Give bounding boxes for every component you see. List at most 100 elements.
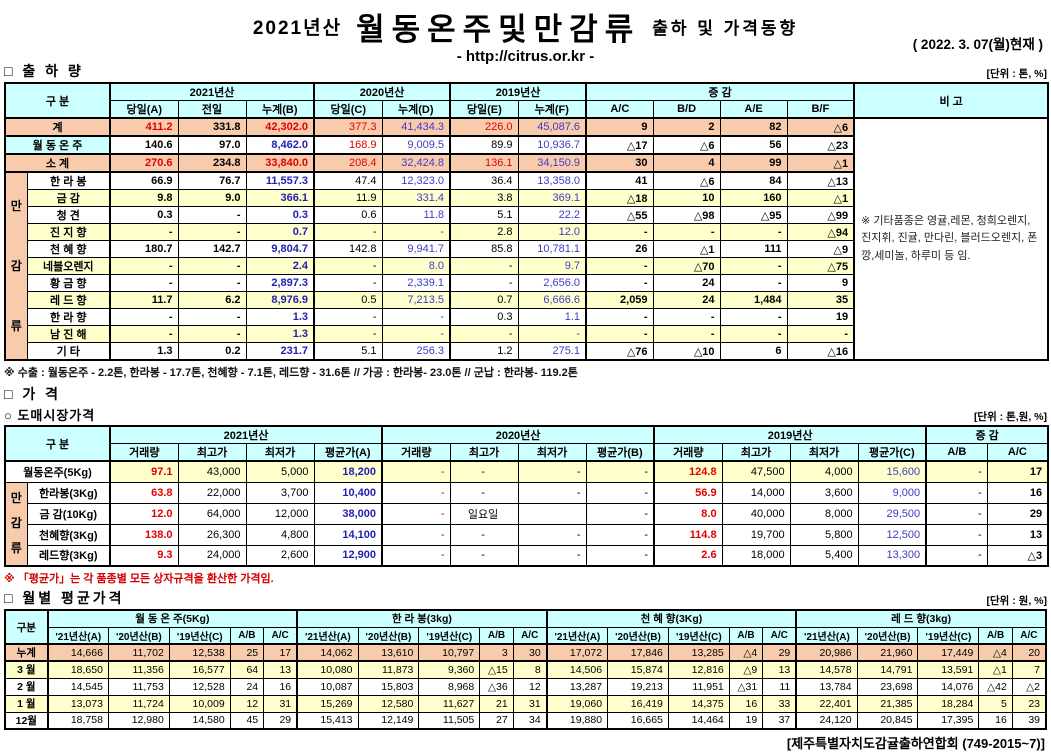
- cell: 66.9: [109, 171, 179, 190]
- cell: 29: [263, 711, 298, 730]
- cell: 26,300: [177, 523, 247, 546]
- cell: △2: [1011, 677, 1047, 696]
- row-label: 2 월: [4, 677, 49, 696]
- table-row: 월 동 온 주 140.6 97.0 8,462.0 168.9 9,009.5 89.9 1…: [4, 135, 1048, 155]
- cell: 168.9: [313, 135, 383, 155]
- group-header: 월 동 온 주(5Kg): [46, 609, 298, 628]
- cell: 24,120: [795, 711, 858, 730]
- cell: 12,323.0: [381, 171, 451, 190]
- table-row: 3 월 18,650 11,356 16,577 64 13 10,080 11,873 9,3…: [4, 660, 1047, 679]
- cell: 41,434.3: [381, 117, 451, 137]
- cell: -: [786, 325, 855, 343]
- monthly-unit-label: [단위 : 원, %]: [986, 595, 1047, 607]
- cell: △99: [786, 206, 855, 224]
- cell: 10,009: [168, 694, 231, 713]
- header-row: 구분 월 동 온 주(5Kg) 한 라 봉(3kg) 천 혜 향(3Kg) 레 드 향(…: [4, 609, 1047, 645]
- cell: -: [449, 523, 519, 546]
- cell: 35: [786, 291, 855, 309]
- cell: -: [517, 481, 587, 504]
- monthly-table: 구분 월 동 온 주(5Kg) 한 라 봉(3kg) 천 혜 향(3Kg) 레 드 향(…: [4, 609, 1047, 730]
- cell: 9: [786, 274, 855, 292]
- cell: 1.1: [517, 308, 587, 326]
- cell: 140.6: [109, 135, 179, 155]
- cell: 142.8: [313, 240, 383, 258]
- cell: 12,528: [168, 677, 231, 696]
- cell: △9: [728, 660, 764, 679]
- cell: 30: [585, 153, 654, 173]
- table-row: 청 견 0.3-0.3 0.6 11.8 5.1 22.2 △55 △98 △95 △99: [5, 206, 1048, 224]
- cell: -: [381, 325, 451, 343]
- cell: △6: [786, 117, 855, 137]
- table-row: 2 월 14,545 11,753 12,528 24 16 10,087 15,803 8,9…: [4, 677, 1047, 696]
- cell: 8,968: [418, 677, 481, 696]
- row-label: 3 월: [4, 660, 49, 679]
- column-header: '19년산(C): [168, 626, 231, 645]
- group-header-2019: 2019년산: [653, 425, 927, 444]
- column-header: '19년산(C): [418, 626, 481, 645]
- table-row: 천 혜 향 180.7 142.7 9,804.7 142.8 9,941.7 85.8 10…: [5, 240, 1048, 258]
- cell: 32,424.8: [381, 153, 451, 173]
- cell: 27: [479, 711, 514, 730]
- cell: 12,580: [357, 694, 420, 713]
- column-header: A/C: [762, 626, 797, 645]
- row-label: 소 계: [4, 153, 111, 173]
- cell: 10: [652, 189, 721, 207]
- cell: 7: [1011, 660, 1047, 679]
- table-row: 레드향(3Kg) 9.3 24,000 2,600 12,900- - - -2.6 18,00…: [5, 544, 1049, 567]
- header-row: 당일(A) 전일 누계(B) 당일(C) 누계(D) 당일(E) 누계(F) A/C B/D A/…: [5, 100, 1048, 119]
- column-header: '21년산(A): [795, 626, 858, 645]
- cell: 19,880: [545, 711, 609, 730]
- cell: 11.9: [313, 189, 383, 207]
- cell: 5.1: [449, 206, 519, 224]
- cell: 17,395: [917, 711, 980, 730]
- cell: 9.8: [109, 189, 179, 207]
- table-row: 금 감(10Kg) 12.0 64,000 12,000 38,000- 일요일 -8.0 4…: [5, 502, 1049, 525]
- title-bar: 2021년산 월동온주및만감류 출하 및 가격동향 - http://citrus.…: [4, 2, 1047, 65]
- cell: 366.1: [245, 189, 315, 207]
- column-header: '20년산(B): [357, 626, 420, 645]
- column-header: 평균가(A): [313, 443, 383, 462]
- cell: -: [381, 523, 451, 546]
- cell: -: [585, 325, 654, 343]
- cell: △6: [652, 135, 721, 155]
- cell: -: [517, 523, 587, 546]
- cell: 14,375: [667, 694, 730, 713]
- cell: 13,300: [857, 544, 927, 567]
- cell: 33,840.0: [245, 153, 315, 173]
- cell: -: [449, 544, 519, 567]
- cell: 8,462.0: [245, 135, 315, 155]
- cell: 114.8: [653, 523, 723, 546]
- cell: 5.1: [313, 342, 383, 361]
- cell: 13,784: [795, 677, 858, 696]
- cell: 0.7: [449, 291, 519, 309]
- table-row: 금 감 9.8 9.0 366.1 11.9 331.4 3.8 369.1 △18 10 160 △…: [5, 189, 1048, 207]
- cell: 9: [585, 117, 654, 137]
- price-table: 구 분 2021년산 2020년산 2019년산 증 감 거래량 최고가 최저가 평균가(A) 거…: [4, 425, 1050, 567]
- cell: 13,073: [46, 694, 109, 713]
- cell: 136.1: [449, 153, 519, 173]
- cell: △75: [786, 257, 855, 275]
- cell: 42,302.0: [245, 117, 315, 137]
- cell: -: [381, 502, 451, 525]
- cell: 99: [719, 153, 788, 173]
- cell: 64: [229, 660, 265, 679]
- cell: 3.8: [449, 189, 519, 207]
- cell: 11,557.3: [245, 171, 315, 190]
- cell: 16: [263, 677, 298, 696]
- cell: 13: [762, 660, 797, 679]
- cell: -: [719, 325, 788, 343]
- column-header: '21년산(A): [46, 626, 109, 645]
- cell: △1: [652, 240, 721, 258]
- cell: 31: [263, 694, 298, 713]
- row-label: 누계: [4, 643, 49, 662]
- cell: 11,702: [107, 643, 170, 662]
- cell: 1,484: [719, 291, 788, 309]
- title-subtitle: 출하 및 가격동향: [652, 19, 799, 38]
- group-header-2021: 2021년산: [109, 82, 315, 101]
- cell: 13,610: [357, 643, 420, 662]
- cell: 12.0: [517, 223, 587, 241]
- column-header: 최고가: [177, 443, 247, 462]
- cell: 0.3: [109, 206, 179, 224]
- row-label: 한 라 향: [26, 308, 111, 326]
- cell: 85.8: [449, 240, 519, 258]
